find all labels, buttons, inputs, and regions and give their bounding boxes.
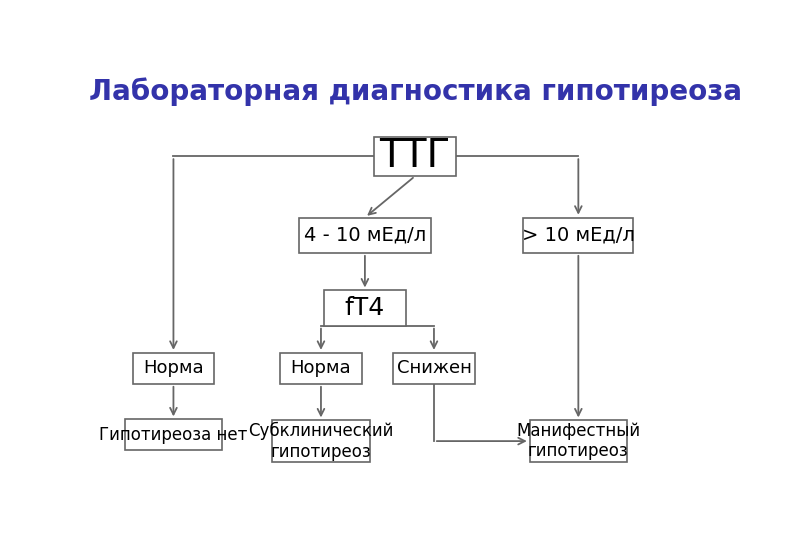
FancyBboxPatch shape [299, 218, 431, 253]
Text: Лабораторная диагностика гипотиреоза: Лабораторная диагностика гипотиреоза [88, 78, 742, 106]
FancyBboxPatch shape [280, 353, 362, 384]
FancyBboxPatch shape [530, 420, 627, 462]
FancyBboxPatch shape [324, 291, 406, 326]
Text: Субклинический
гипотиреоз: Субклинический гипотиреоз [249, 422, 394, 461]
Text: Манифестный
гипотиреоз: Манифестный гипотиреоз [516, 422, 641, 461]
Text: Норма: Норма [143, 359, 204, 377]
FancyBboxPatch shape [374, 137, 456, 176]
FancyBboxPatch shape [393, 353, 475, 384]
Text: ТТГ: ТТГ [380, 137, 450, 176]
Text: Гипотиреоза нет: Гипотиреоза нет [100, 426, 248, 444]
Text: > 10 мЕд/л: > 10 мЕд/л [522, 226, 635, 245]
Text: Снижен: Снижен [397, 359, 471, 377]
FancyBboxPatch shape [125, 419, 222, 450]
FancyBboxPatch shape [272, 420, 369, 462]
FancyBboxPatch shape [523, 218, 633, 253]
FancyBboxPatch shape [133, 353, 214, 384]
Text: 4 - 10 мЕд/л: 4 - 10 мЕд/л [304, 226, 426, 245]
Text: fT4: fT4 [345, 296, 385, 320]
Text: Норма: Норма [291, 359, 352, 377]
